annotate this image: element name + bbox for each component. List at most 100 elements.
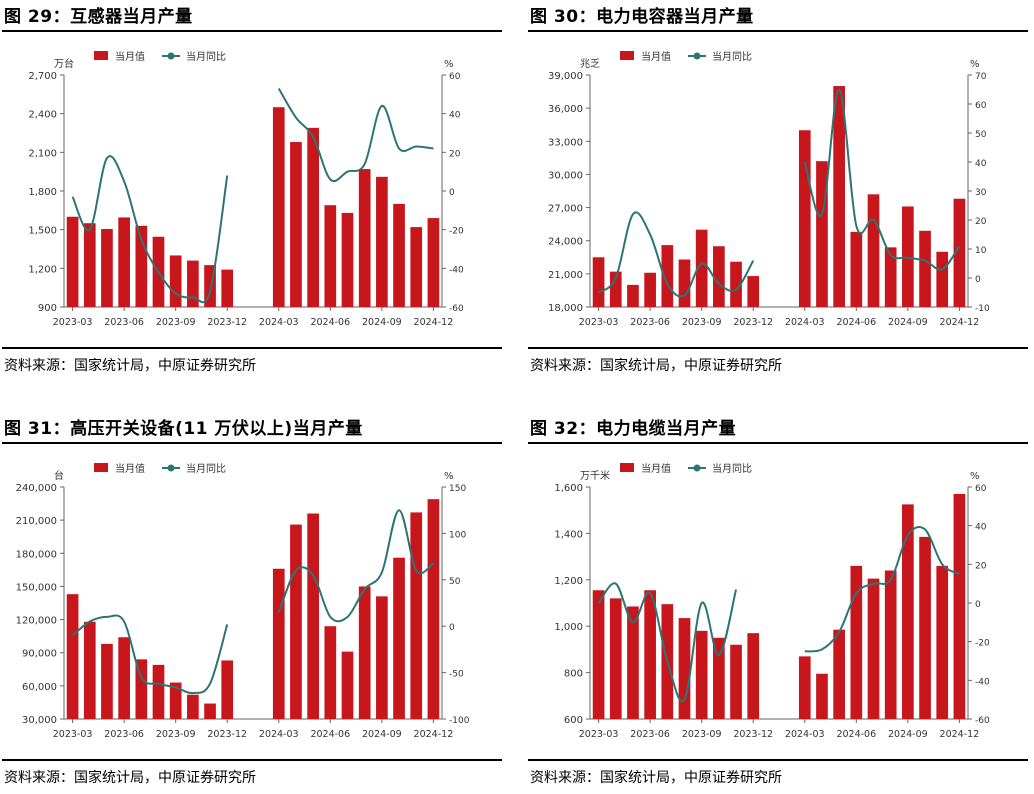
yoy-line-segment-1 bbox=[597, 582, 738, 703]
bar-2024-12 bbox=[427, 218, 440, 307]
y2-axis-unit: % bbox=[444, 471, 454, 482]
bar-2024-09 bbox=[376, 596, 388, 719]
bar-2023-04 bbox=[83, 223, 96, 307]
bar-2024-10 bbox=[919, 230, 931, 307]
x-tick-label: 2024-06 bbox=[836, 317, 876, 328]
bar-2023-08 bbox=[678, 618, 691, 719]
y-tick-label: 39,000 bbox=[548, 71, 583, 82]
x-tick-label: 2024-12 bbox=[414, 729, 454, 740]
y2-tick-label: 30 bbox=[975, 188, 987, 198]
x-tick-label: 2023-06 bbox=[630, 729, 670, 740]
chart-source-1: 资料来源：国家统计局，中原证券研究所 bbox=[4, 358, 256, 374]
legend-label-line: 当月同比 bbox=[186, 50, 226, 63]
y-tick-label: 24,000 bbox=[548, 237, 583, 248]
title-rule-4 bbox=[528, 442, 1028, 444]
bar-2024-05 bbox=[307, 513, 319, 719]
bar-2024-06 bbox=[850, 565, 863, 719]
bar-2023-08 bbox=[678, 259, 691, 307]
y2-tick-label: -100 bbox=[449, 716, 470, 726]
chart-source-2: 资料来源：国家统计局，中原证券研究所 bbox=[530, 358, 782, 374]
yoy-line-segment-1 bbox=[71, 614, 229, 695]
bar-2023-10 bbox=[713, 637, 725, 719]
y-tick-label: 2,400 bbox=[28, 110, 57, 121]
x-tick-label: 2023-06 bbox=[104, 317, 144, 328]
title-rule-2 bbox=[528, 30, 1028, 32]
bar-2024-04 bbox=[290, 524, 302, 719]
bar-2024-04 bbox=[816, 161, 828, 307]
bar-2023-06 bbox=[118, 637, 130, 719]
x-tick-label: 2023-09 bbox=[156, 729, 196, 740]
x-tick-label: 2023-12 bbox=[207, 729, 247, 740]
bar-2023-04 bbox=[83, 621, 96, 719]
bar-2023-06 bbox=[118, 217, 130, 307]
bar-2023-08 bbox=[152, 664, 165, 719]
y2-tick-label: 40 bbox=[449, 111, 461, 121]
y2-tick-label: 60 bbox=[449, 72, 461, 82]
bar-2023-11 bbox=[730, 644, 742, 719]
chart-title-1: 图 29：互感器当月产量 bbox=[4, 7, 193, 27]
source-rule-1 bbox=[2, 347, 502, 349]
y-tick-label: 1,400 bbox=[554, 529, 583, 540]
y2-tick-label: 40 bbox=[975, 159, 987, 169]
x-tick-label: 2024-03 bbox=[785, 317, 825, 328]
bar-2024-08 bbox=[358, 169, 371, 307]
x-tick-label: 2024-09 bbox=[888, 317, 928, 328]
legend-label-line: 当月同比 bbox=[712, 462, 752, 475]
bar-2024-03 bbox=[272, 568, 285, 719]
x-tick-label: 2024-12 bbox=[940, 317, 980, 328]
bar-2024-05 bbox=[833, 86, 845, 307]
bar-2023-06 bbox=[644, 272, 656, 307]
legend-line-marker bbox=[167, 52, 175, 60]
bar-2024-07 bbox=[867, 194, 880, 307]
y-axis-unit: 台 bbox=[54, 469, 64, 482]
title-rule-3 bbox=[2, 442, 502, 444]
bar-2024-12 bbox=[427, 499, 440, 719]
yoy-line-segment-1 bbox=[71, 155, 229, 304]
bar-2023-12 bbox=[747, 276, 760, 307]
bar-2023-04 bbox=[609, 271, 622, 307]
bar-2024-08 bbox=[884, 570, 897, 719]
bar-2023-11 bbox=[204, 265, 216, 307]
y2-tick-label: -60 bbox=[449, 304, 464, 314]
y2-tick-label: -40 bbox=[975, 677, 990, 687]
legend-label-bar: 当月值 bbox=[115, 462, 145, 475]
bar-2023-09 bbox=[695, 630, 708, 719]
legend-line-marker bbox=[167, 464, 175, 472]
y2-tick-label: -60 bbox=[975, 716, 990, 726]
x-tick-label: 2024-06 bbox=[310, 729, 350, 740]
bar-2023-06 bbox=[644, 590, 656, 719]
bar-2023-11 bbox=[730, 261, 742, 307]
y2-axis-unit: % bbox=[970, 471, 980, 482]
bar-2024-07 bbox=[341, 212, 354, 307]
y-tick-label: 21,000 bbox=[548, 270, 583, 281]
y2-tick-label: 0 bbox=[975, 275, 981, 285]
bar-2024-09 bbox=[376, 176, 388, 307]
chart-panel-3: 图 31：高压开关设备(11 万伏以上)当月产量 当月值 当月同比台% 30,000… bbox=[2, 414, 502, 794]
yoy-line-segment-1 bbox=[597, 211, 755, 298]
y-axis-unit: 万台 bbox=[54, 57, 74, 70]
y-tick-label: 27,000 bbox=[548, 204, 583, 215]
x-tick-label: 2023-03 bbox=[53, 317, 93, 328]
y-tick-label: 210,000 bbox=[16, 516, 57, 527]
bar-2024-08 bbox=[358, 586, 371, 719]
bar-2024-11 bbox=[410, 512, 423, 719]
y-tick-label: 150,000 bbox=[16, 582, 57, 593]
x-tick-label: 2023-09 bbox=[156, 317, 196, 328]
bar-2024-07 bbox=[341, 651, 354, 719]
bar-2023-10 bbox=[713, 246, 725, 307]
y-tick-label: 1,200 bbox=[28, 264, 57, 275]
y-tick-label: 1,800 bbox=[28, 187, 57, 198]
y2-tick-label: 150 bbox=[449, 484, 466, 494]
legend-bar-swatch bbox=[94, 51, 108, 60]
yoy-line-segment-2 bbox=[277, 88, 434, 182]
y2-axis-unit: % bbox=[444, 59, 454, 70]
y-tick-label: 90,000 bbox=[22, 649, 57, 660]
legend-label-line: 当月同比 bbox=[712, 50, 752, 63]
y2-tick-label: 50 bbox=[449, 577, 461, 587]
y-axis-unit: 万千米 bbox=[580, 469, 610, 482]
y-tick-label: 2,100 bbox=[28, 148, 57, 159]
y-tick-label: 240,000 bbox=[16, 483, 57, 494]
source-rule-3 bbox=[2, 759, 502, 761]
